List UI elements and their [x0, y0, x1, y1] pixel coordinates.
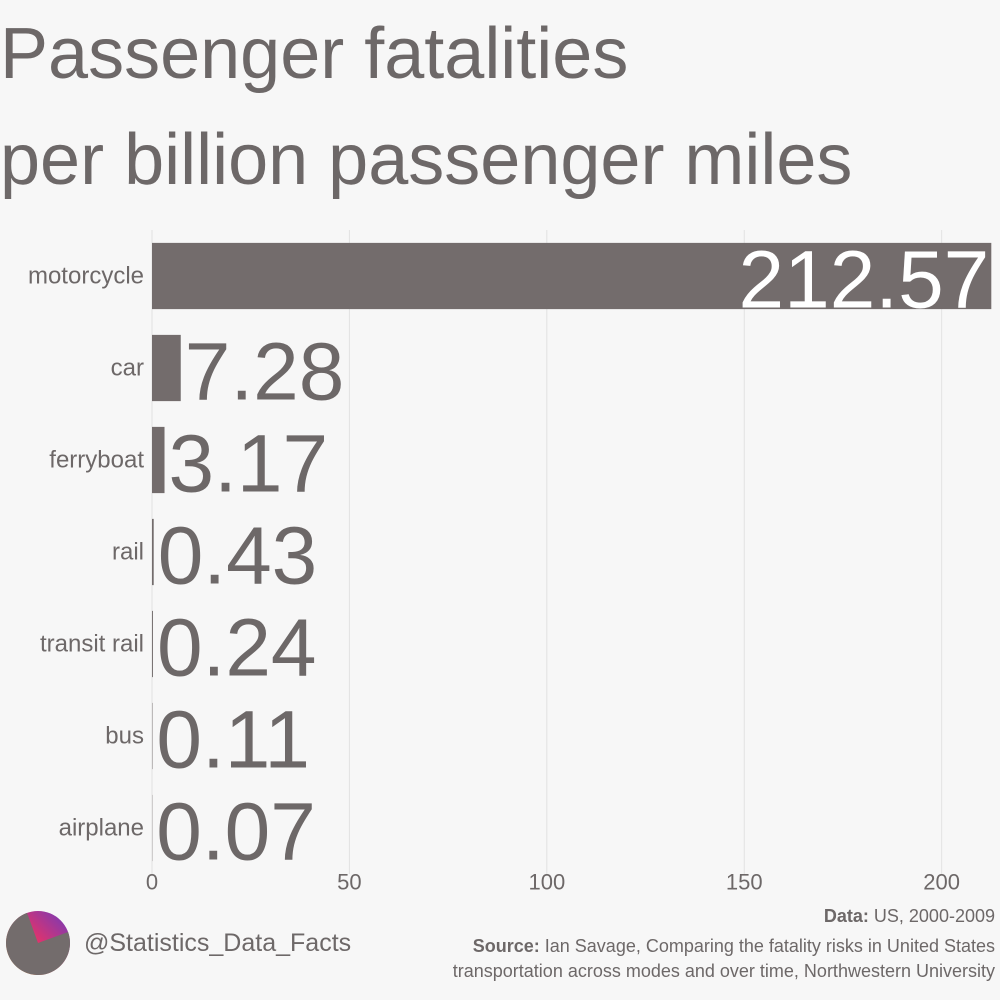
handle: @Statistics_Data_Facts: [84, 929, 351, 957]
bar: [152, 610, 153, 678]
source-note: Source: Ian Savage, Comparing the fatali…: [473, 936, 995, 956]
value-label: 7.28: [185, 327, 345, 418]
data-label: Data:: [824, 906, 869, 926]
value-label: 0.07: [156, 787, 316, 878]
x-tick-label: 200: [923, 870, 960, 895]
y-tick-label: motorcycle: [28, 263, 144, 290]
x-tick-label: 50: [337, 870, 361, 895]
logo: [6, 911, 70, 975]
y-tick-label: rail: [112, 539, 144, 566]
y-tick-label: bus: [105, 723, 144, 750]
chart-title: Passenger fatalities: [0, 14, 628, 94]
x-tick-label: 100: [528, 870, 565, 895]
data-text: US, 2000-2009: [874, 906, 995, 926]
bar: [152, 334, 181, 402]
chart-title: per billion passenger miles: [0, 120, 852, 200]
bar: [152, 426, 165, 494]
bar: [152, 518, 154, 586]
value-label: 212.57: [738, 235, 989, 326]
value-label: 0.43: [158, 511, 318, 602]
y-tick-label: ferryboat: [49, 447, 144, 474]
y-tick-label: car: [111, 355, 144, 382]
bar: [152, 242, 992, 310]
data-note: Data: US, 2000-2009: [824, 906, 995, 926]
y-tick-label: airplane: [59, 815, 144, 842]
value-label: 0.11: [156, 695, 310, 786]
x-tick-label: 0: [146, 870, 158, 895]
x-tick-label: 150: [726, 870, 763, 895]
value-label: 0.24: [157, 603, 317, 694]
source-text: transportation across modes and over tim…: [453, 961, 995, 981]
source-text: Ian Savage, Comparing the fatality risks…: [545, 936, 995, 956]
source-label: Source:: [473, 936, 540, 956]
y-tick-label: transit rail: [40, 631, 144, 658]
value-label: 3.17: [169, 419, 329, 510]
